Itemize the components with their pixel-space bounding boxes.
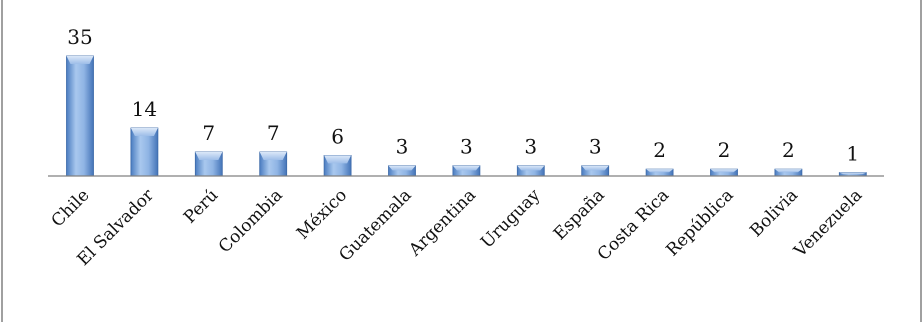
data-label: 2 (782, 138, 795, 162)
category-label: Bolivia (746, 185, 802, 241)
category-label: Venezuela (790, 185, 867, 262)
bar-bevel (259, 152, 287, 160)
bar-bevel (646, 169, 674, 173)
bar-bevel (388, 165, 416, 171)
bar-el-salvador (130, 127, 159, 177)
bar-m-xico (323, 155, 352, 177)
data-label: 2 (653, 138, 666, 162)
bar-bevel (774, 169, 802, 173)
data-label: 35 (67, 25, 92, 49)
category-label: México (293, 185, 351, 243)
bar-bevel (195, 152, 223, 160)
bar-argentina (452, 165, 481, 177)
bar-costa-rica (645, 168, 674, 177)
bar-bevel (452, 165, 480, 171)
bar-per- (194, 151, 223, 177)
category-label: Uruguay (477, 185, 544, 252)
data-label: 14 (132, 97, 157, 121)
data-label: 6 (331, 124, 344, 148)
data-label: 7 (202, 121, 215, 145)
bar-bevel (66, 56, 94, 64)
data-labels-layer: 35 14 7 7 6 3 3 3 3 2 2 2 1 (67, 25, 859, 166)
bar-uruguay (516, 165, 545, 177)
bar-bevel (839, 172, 867, 175)
bar-body (66, 55, 94, 177)
bar-colombia (259, 151, 288, 177)
data-label: 3 (460, 135, 473, 159)
category-label: Chile (48, 185, 94, 231)
bar-bevel (581, 165, 609, 171)
category-label: España (550, 185, 609, 244)
bar-guatemala (388, 165, 416, 177)
data-label: 1 (846, 142, 859, 166)
bar-rep-blica (710, 168, 738, 177)
category-label: Colombia (215, 185, 287, 257)
data-label: 3 (396, 135, 409, 159)
category-label: Argentina (405, 185, 480, 260)
category-label: República (663, 185, 738, 260)
bars-layer (66, 55, 867, 177)
bar-chile (66, 55, 94, 177)
bar-bolivia (774, 168, 803, 177)
category-label: Perú (180, 185, 222, 227)
data-label: 2 (718, 138, 731, 162)
bar-bevel (130, 128, 158, 136)
bar-bevel (517, 165, 545, 171)
bar-bevel (710, 169, 738, 173)
data-label: 3 (589, 135, 602, 159)
data-label: 3 (524, 135, 537, 159)
bar-espa-a (581, 165, 610, 177)
bar-bevel (324, 155, 352, 164)
data-label: 7 (267, 121, 280, 145)
